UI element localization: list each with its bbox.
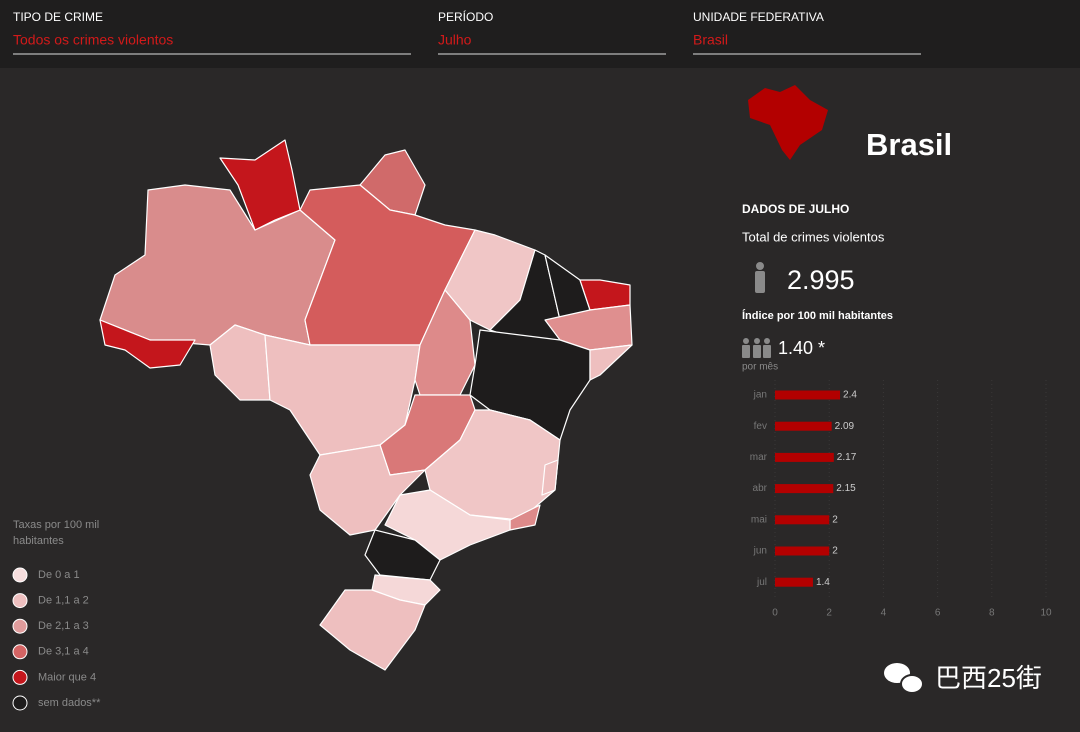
legend-label: De 2,1 a 3: [38, 620, 89, 632]
state[interactable]: [589, 344, 633, 381]
filter-label: TIPO DE CRIME: [13, 10, 103, 24]
legend-swatch: [12, 669, 28, 685]
filter-label: UNIDADE FEDERATIVA: [693, 10, 824, 24]
value-label: 2: [832, 514, 838, 525]
state[interactable]: [309, 444, 426, 536]
legend-label: sem dados**: [38, 697, 101, 709]
filter-value[interactable]: Brasil: [693, 32, 728, 48]
x-tick-label: 8: [989, 608, 995, 619]
people-icon: [742, 338, 771, 358]
y-tick-label: abr: [753, 483, 768, 494]
value-label: 2.09: [835, 421, 855, 432]
bar: [775, 577, 813, 587]
state[interactable]: [579, 279, 631, 311]
total-label: Total de crimes violentos: [742, 229, 885, 244]
y-tick-label: jul: [756, 577, 767, 588]
watermark: 巴西25街: [935, 663, 1042, 693]
bar: [775, 484, 834, 494]
legend-title: habitantes: [13, 535, 64, 547]
country-icon: [748, 85, 828, 160]
y-tick-label: mai: [751, 514, 767, 525]
bar: [775, 390, 841, 400]
legend-swatch: [12, 618, 28, 634]
value-label: 1.4: [816, 577, 830, 588]
legend-swatch: [12, 593, 28, 609]
state[interactable]: [541, 459, 559, 496]
header-bar: [0, 0, 1080, 68]
x-tick-label: 0: [772, 608, 778, 619]
filter-label: PERÍODO: [438, 9, 493, 24]
value-label: 2.17: [837, 452, 857, 463]
y-tick-label: jan: [753, 390, 767, 401]
value-label: 2: [832, 546, 838, 557]
person-icon: [755, 262, 765, 293]
y-tick-label: mar: [750, 452, 768, 463]
filters: TIPO DE CRIME Todos os crimes violentos PE…: [13, 9, 921, 55]
index-unit: por mês: [742, 362, 778, 373]
index: 1.40 *: [778, 338, 825, 358]
x-tick-label: 10: [1040, 608, 1052, 619]
wechat-icon: [884, 663, 924, 694]
legend-title: Taxas por 100 mil: [13, 519, 99, 531]
y-tick-label: fev: [754, 421, 767, 432]
legend-label: De 3,1 a 4: [38, 646, 89, 658]
state[interactable]: [384, 489, 511, 561]
index-label: Índice por 100 mil habitantes: [742, 309, 893, 322]
state[interactable]: [319, 589, 426, 671]
filter-value[interactable]: Julho: [438, 32, 472, 48]
legend-swatch: [12, 567, 28, 583]
value-label: 2.4: [843, 390, 857, 401]
place-title: Brasil: [866, 127, 952, 162]
total: 2.995: [787, 265, 855, 295]
bar: [775, 546, 830, 556]
legend-label: De 1,1 a 2: [38, 595, 89, 607]
bar: [775, 421, 832, 431]
legend-label: Maior que 4: [38, 671, 96, 683]
filter-value[interactable]: Todos os crimes violentos: [13, 32, 173, 48]
bar-chart: 0 2 4 6 8 10 jan 2.4 fev 2.09 mar 2.17 abr 2.15 mai 2 ju…: [750, 380, 1052, 619]
legend-swatch: [12, 644, 28, 660]
y-tick-label: jun: [753, 546, 767, 557]
heading: DADOS DE JULHO: [742, 202, 849, 216]
x-tick-label: 2: [826, 608, 832, 619]
x-tick-label: 6: [935, 608, 941, 619]
legend-swatch: [12, 695, 28, 711]
x-tick-label: 4: [881, 608, 887, 619]
map: [99, 139, 633, 671]
state[interactable]: [99, 319, 196, 369]
bar: [775, 452, 834, 462]
legend: De 0 a 1 De 1,1 a 2 De 2,1 a 3 De 3,1 a 4 Ma…: [12, 567, 101, 711]
bar: [775, 515, 830, 525]
value-label: 2.15: [836, 483, 856, 494]
legend-label: De 0 a 1: [38, 569, 80, 581]
